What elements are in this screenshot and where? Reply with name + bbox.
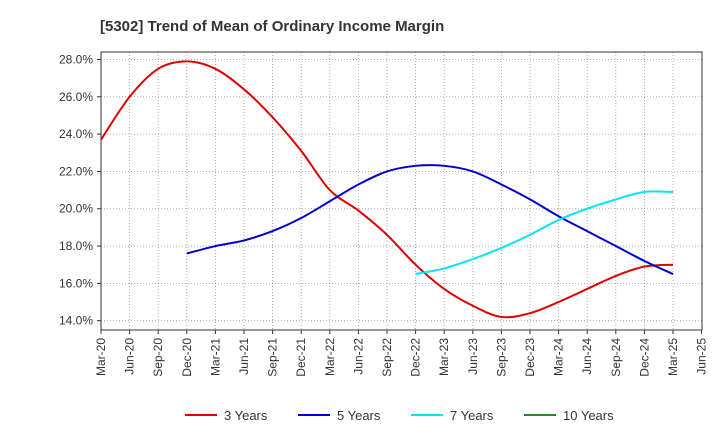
x-tick-label: Mar-22 bbox=[323, 338, 337, 376]
x-tick-label: Dec-20 bbox=[180, 338, 194, 377]
x-tick-label: Mar-21 bbox=[208, 338, 222, 376]
grid bbox=[101, 52, 702, 330]
x-tick-label: Sep-21 bbox=[266, 338, 280, 377]
y-axis-ticks: 14.0% 16.0% 18.0% 20.0% 22.0% 24.0% 26.0% 28.0% bbox=[59, 52, 101, 328]
x-tick-label: Dec-23 bbox=[523, 338, 537, 377]
series-line-7-years bbox=[415, 190, 674, 276]
x-tick-label: Dec-21 bbox=[294, 338, 308, 377]
x-tick-label: Dec-24 bbox=[637, 338, 651, 377]
x-tick-label: Sep-20 bbox=[151, 338, 165, 377]
y-tick-label: 26.0% bbox=[59, 90, 93, 104]
legend: 3 Years 5 Years 7 Years 10 Years bbox=[185, 408, 614, 423]
x-axis-ticks: Mar-20 Jun-20 Sep-20 Dec-20 Mar-21 Jun-21 Sep-… bbox=[94, 330, 709, 377]
series-line-5-years bbox=[186, 164, 674, 275]
x-tick-label: Sep-23 bbox=[494, 338, 508, 377]
chart-title: [5302] Trend of Mean of Ordinary Income … bbox=[100, 18, 444, 35]
x-tick-label: Jun-25 bbox=[695, 338, 709, 375]
y-tick-label: 16.0% bbox=[59, 276, 93, 290]
x-tick-label: Sep-22 bbox=[380, 338, 394, 377]
legend-label-10-years: 10 Years bbox=[563, 408, 614, 423]
plot-frame bbox=[100, 51, 703, 331]
x-tick-label: Jun-24 bbox=[580, 338, 594, 375]
y-tick-label: 20.0% bbox=[59, 202, 93, 216]
legend-label-5-years: 5 Years bbox=[337, 408, 381, 423]
x-tick-label: Dec-22 bbox=[409, 338, 423, 377]
series-lines bbox=[100, 60, 674, 319]
x-tick-label: Mar-25 bbox=[666, 338, 680, 376]
y-tick-label: 18.0% bbox=[59, 239, 93, 253]
y-tick-label: 28.0% bbox=[59, 52, 93, 66]
y-tick-label: 24.0% bbox=[59, 127, 93, 141]
x-tick-label: Sep-24 bbox=[609, 338, 623, 377]
x-tick-label: Jun-22 bbox=[351, 338, 365, 375]
x-tick-label: Mar-24 bbox=[552, 338, 566, 376]
x-tick-label: Jun-20 bbox=[123, 338, 137, 375]
x-tick-label: Jun-21 bbox=[237, 338, 251, 375]
x-tick-label: Jun-23 bbox=[466, 338, 480, 375]
y-tick-label: 22.0% bbox=[59, 164, 93, 178]
x-tick-label: Mar-20 bbox=[94, 338, 108, 376]
y-tick-label: 14.0% bbox=[59, 314, 93, 328]
series-line-3-years bbox=[100, 60, 674, 319]
legend-label-3-years: 3 Years bbox=[224, 408, 268, 423]
legend-label-7-years: 7 Years bbox=[450, 408, 494, 423]
x-tick-label: Mar-23 bbox=[437, 338, 451, 376]
